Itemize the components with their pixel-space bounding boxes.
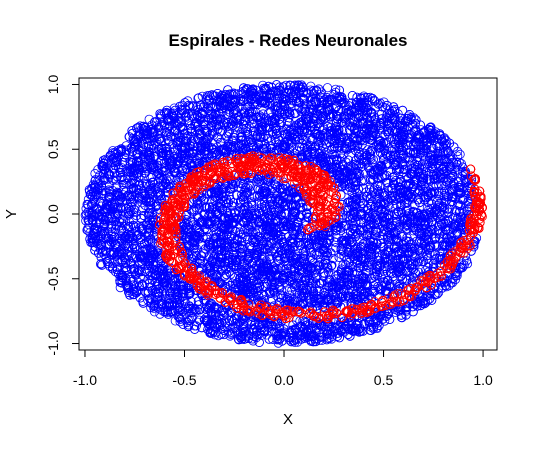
point-blue <box>434 180 444 190</box>
point-blue <box>309 296 319 306</box>
point-blue <box>369 276 379 287</box>
point-blue <box>225 144 235 155</box>
point-blue <box>230 273 240 283</box>
point-blue <box>408 259 418 269</box>
point-blue <box>114 257 124 267</box>
point-blue <box>465 202 475 213</box>
point-blue <box>453 151 463 161</box>
point-blue <box>390 144 400 154</box>
point-blue <box>435 247 445 257</box>
point-blue <box>317 335 327 345</box>
point-blue <box>379 97 389 107</box>
point-blue <box>316 87 326 97</box>
point-blue <box>454 157 464 167</box>
point-blue <box>116 163 127 173</box>
point-blue <box>331 238 341 248</box>
point-blue <box>235 208 245 218</box>
point-blue <box>291 108 301 118</box>
chart-title: Espirales - Redes Neuronales <box>168 31 407 50</box>
point-blue <box>441 135 451 145</box>
point-blue <box>241 189 251 199</box>
point-blue <box>235 227 245 237</box>
point-blue <box>193 93 203 103</box>
point-blue <box>149 303 159 313</box>
point-blue <box>339 247 349 257</box>
point-blue <box>455 149 465 159</box>
point-blue <box>343 100 353 111</box>
data-points <box>80 80 487 348</box>
point-blue <box>322 83 333 93</box>
point-blue <box>194 93 204 103</box>
point-blue <box>336 249 346 259</box>
point-blue <box>450 207 460 217</box>
point-blue <box>154 190 164 200</box>
point-blue <box>144 114 154 124</box>
point-blue <box>202 136 212 146</box>
point-blue <box>407 223 418 233</box>
point-blue <box>183 96 193 106</box>
point-blue <box>237 190 247 200</box>
